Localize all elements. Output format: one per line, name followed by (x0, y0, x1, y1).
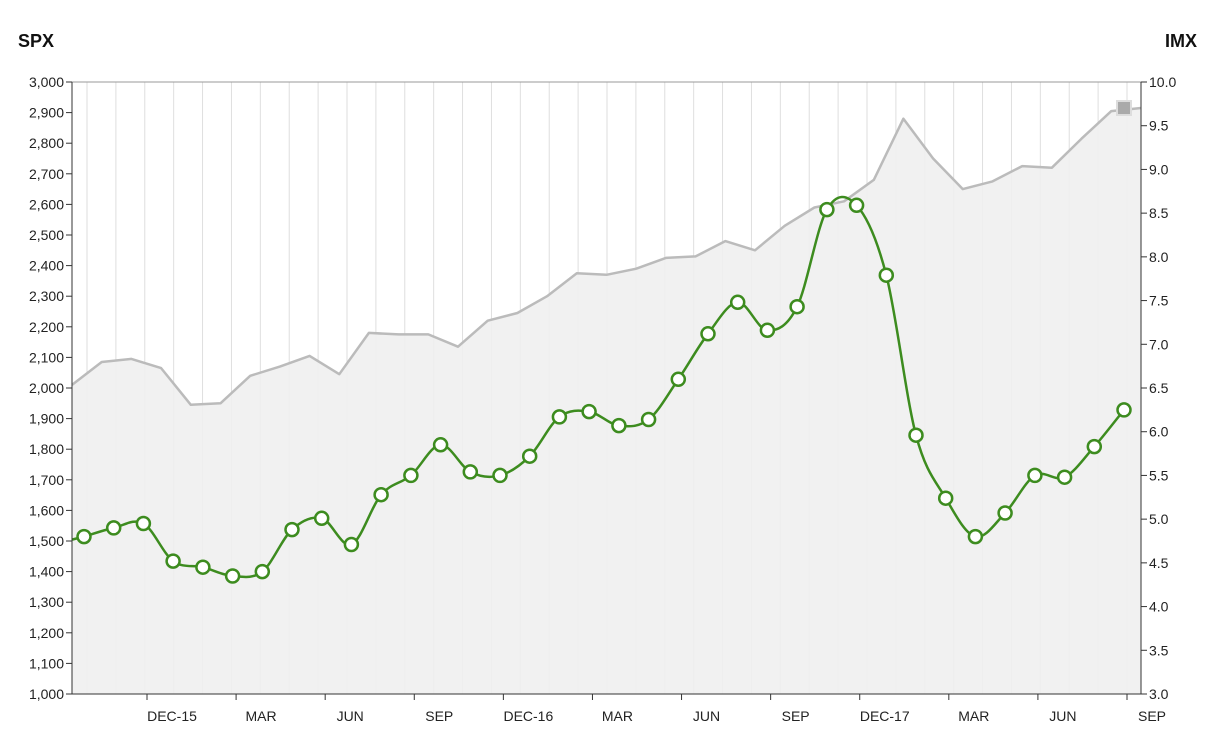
imx-point (1027, 467, 1043, 484)
right-tick-label: 7.5 (1149, 293, 1169, 309)
left-tick-label: 1,500 (29, 533, 64, 549)
left-tick-label: 2,400 (29, 258, 64, 274)
x-tick-label: DEC-17 (860, 708, 910, 724)
right-tick-label: 5.5 (1149, 467, 1169, 483)
imx-point (848, 197, 865, 214)
right-tick-label: 4.0 (1149, 599, 1169, 615)
imx-point (789, 298, 805, 315)
imx-point (1116, 402, 1132, 418)
right-tick-label: 7.0 (1149, 336, 1169, 352)
imx-point (1056, 469, 1073, 485)
imx-point (551, 409, 568, 425)
left-tick-label: 1,700 (29, 472, 64, 488)
right-axis-title: IMX (1165, 31, 1197, 51)
imx-point (432, 437, 449, 453)
left-tick-label: 2,800 (29, 135, 64, 151)
imx-point (165, 553, 181, 569)
right-tick-label: 3.5 (1149, 642, 1169, 658)
left-tick-label: 1,400 (29, 564, 64, 580)
imx-point (105, 520, 122, 536)
right-axis-ticks: 3.0 3.5 4.0 4.5 5.0 5.5 6.0 6.5 7.0 7.5 8.0 8.5 9.0 9… (1141, 74, 1176, 702)
right-tick-label: 9.0 (1149, 161, 1169, 177)
right-tick-label: 4.5 (1149, 555, 1169, 571)
imx-point (224, 568, 241, 584)
left-tick-label: 2,500 (29, 227, 64, 243)
imx-point (611, 417, 627, 434)
x-tick-label: JUN (1049, 708, 1076, 724)
x-tick-label: SEP (782, 708, 810, 724)
left-tick-label: 1,300 (29, 594, 64, 610)
left-tick-label: 2,300 (29, 288, 64, 304)
imx-point (937, 490, 954, 506)
imx-point (313, 510, 330, 527)
spx-end-marker (1116, 100, 1132, 117)
right-tick-label: 10.0 (1149, 74, 1176, 90)
x-tick-label: DEC-16 (503, 708, 553, 724)
right-tick-label: 6.0 (1149, 424, 1169, 440)
x-axis-ticks: DEC-15 MAR JUN SEP DEC-16 MAR JUN SEP DEC-17 MAR J… (146, 694, 1166, 724)
imx-point (908, 427, 924, 443)
imx-point (403, 467, 419, 484)
left-tick-label: 1,900 (29, 411, 64, 427)
left-tick-label: 1,600 (29, 502, 64, 518)
left-axis-title: SPX (18, 31, 54, 51)
imx-point (135, 515, 152, 532)
imx-point (670, 371, 687, 388)
left-tick-label: 1,100 (29, 655, 64, 671)
left-tick-label: 2,900 (29, 105, 64, 121)
left-axis-ticks: 1,000 1,100 1,200 1,300 1,400 1,500 1,600 1,700… (29, 74, 72, 702)
right-tick-label: 8.5 (1149, 205, 1169, 221)
x-tick-label: MAR (246, 708, 277, 724)
imx-point (700, 326, 716, 342)
imx-point (1086, 438, 1103, 455)
x-tick-label: SEP (425, 708, 453, 724)
x-tick-label: SEP (1138, 708, 1166, 724)
left-tick-label: 1,200 (29, 625, 64, 641)
left-tick-label: 2,100 (29, 349, 64, 365)
imx-point (640, 411, 657, 428)
imx-point (581, 403, 597, 420)
imx-line-layer (71, 195, 1132, 584)
imx-point (967, 528, 984, 545)
x-tick-label: DEC-15 (147, 708, 197, 724)
left-tick-label: 1,800 (29, 441, 64, 457)
imx-point (521, 448, 538, 464)
imx-point (997, 505, 1013, 521)
imx-point (878, 267, 895, 283)
left-tick-label: 2,000 (29, 380, 64, 396)
imx-point (195, 559, 211, 575)
right-tick-label: 5.0 (1149, 511, 1169, 527)
imx-point (759, 322, 776, 339)
spx-area (72, 108, 1141, 694)
imx-point (819, 201, 835, 218)
x-tick-label: MAR (958, 708, 989, 724)
imx-point (492, 467, 508, 484)
imx-point (254, 563, 271, 580)
imx-point (76, 528, 92, 545)
left-tick-label: 2,200 (29, 319, 64, 335)
right-tick-label: 8.0 (1149, 249, 1169, 265)
imx-point (343, 536, 360, 553)
spx-line (71, 106, 1142, 407)
left-tick-label: 2,600 (29, 196, 64, 212)
imx-point (373, 486, 389, 503)
x-tick-label: JUN (337, 708, 364, 724)
right-tick-label: 6.5 (1149, 380, 1169, 396)
left-tick-label: 2,700 (29, 166, 64, 182)
imx-point (284, 521, 300, 538)
left-tick-label: 1,000 (29, 686, 64, 702)
left-tick-label: 3,000 (29, 74, 64, 90)
right-tick-label: 9.5 (1149, 118, 1169, 134)
x-tick-label: MAR (602, 708, 633, 724)
imx-point (462, 464, 479, 480)
spx-area-layer (71, 100, 1142, 694)
x-tick-label: JUN (693, 708, 720, 724)
right-tick-label: 3.0 (1149, 686, 1169, 702)
imx-point (729, 294, 746, 311)
